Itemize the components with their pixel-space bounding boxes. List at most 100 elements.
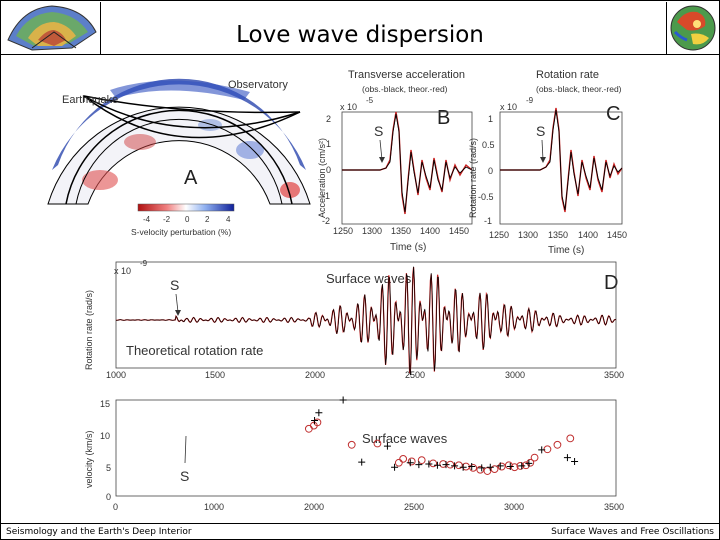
panel-b-exponent-base: x 10: [340, 102, 357, 112]
dispersion-point-plus: [406, 459, 414, 467]
panel-b-observed-trace: [342, 113, 473, 213]
panel-c-ylabel: Rotation rate (rad/s): [468, 138, 478, 218]
dispersion-point-circle: [454, 461, 463, 470]
dispersion-point-plus: [496, 462, 504, 470]
panel-c-ytick: 0: [488, 166, 493, 176]
panel-b-ytick: 2: [326, 114, 331, 124]
dispersion-point-circle: [526, 458, 535, 467]
panel-e-xtick: 2500: [404, 502, 424, 512]
dispersion-point-plus: [459, 463, 467, 471]
dispersion-point-circle: [553, 440, 562, 449]
dispersion-point-plus: [538, 446, 546, 454]
panel-b-exponent: -5: [366, 96, 374, 105]
panel-d-xtick: 1000: [106, 370, 126, 380]
dispersion-point-circle: [407, 457, 416, 466]
panel-b-ylabel: Acceleration (cm/s²): [317, 138, 327, 218]
panel-c-exponent: -9: [526, 96, 534, 105]
dispersion-point-plus: [486, 463, 494, 471]
dispersion-point-plus: [518, 462, 526, 470]
dispersion-point-circle: [510, 463, 519, 472]
panel-c-ytick: 0.5: [482, 140, 495, 150]
dispersion-point-circle: [417, 456, 426, 465]
panel-e-xtick: 3500: [604, 502, 624, 512]
dispersion-point-circle: [429, 459, 438, 468]
panel-c-ytick: 1: [488, 114, 493, 124]
earth-logo: [2, 2, 101, 54]
panel-d-ylabel: Rotation rate (rad/s): [84, 290, 94, 370]
panel-e-ytick: 5: [106, 463, 111, 473]
dispersion-point-plus: [478, 464, 486, 472]
panel-b-xlabel: Time (s): [390, 242, 426, 253]
globe-logo: [666, 2, 719, 54]
panel-d-seismogram: [115, 266, 617, 376]
dispersion-point-plus: [525, 459, 533, 467]
ray-path: [83, 95, 301, 139]
panel-d-letter: D: [604, 272, 618, 294]
panel-e-phase-label: S: [180, 468, 189, 484]
panel-b-letter: B: [437, 107, 450, 129]
panel-c-xtick: 1300: [518, 230, 538, 240]
dispersion-point-plus: [451, 462, 459, 470]
dispersion-point-circle: [543, 445, 552, 454]
panel-d-xtick: 3000: [505, 370, 525, 380]
earth-cutaway-icon: [7, 5, 97, 51]
panel-e-surface-label: Surface waves: [362, 431, 448, 446]
dispersion-point-circle: [469, 463, 478, 472]
dispersion-point-plus: [442, 461, 450, 469]
ray-path: [83, 95, 301, 129]
dispersion-point-circle: [394, 458, 403, 467]
panel-e-xtick: 1000: [204, 502, 224, 512]
panel-a: Earthquake Observatory A -4 -2 0 2 4 S-v…: [47, 78, 311, 237]
dispersion-point-plus: [315, 409, 323, 417]
panel-d-xtick: 2500: [405, 370, 425, 380]
observatory-label: Observatory: [228, 79, 288, 91]
panel-e-ytick: 15: [100, 399, 110, 409]
dispersion-scatter: [304, 396, 579, 475]
panel-c-ytick: -1: [484, 216, 492, 226]
dispersion-point-circle: [497, 462, 506, 471]
dispersion-point-circle: [504, 461, 513, 470]
dispersion-point-plus: [506, 463, 514, 471]
theoretical-rotation-label: Theoretical rotation rate: [126, 343, 263, 358]
dispersion-point-circle: [476, 465, 485, 474]
panel-c-exponent-base: x 10: [500, 102, 517, 112]
slide-title: Love wave dispersion: [236, 22, 484, 48]
panel-d-xtick: 3500: [604, 370, 624, 380]
panel-e-axes: [115, 399, 617, 497]
colorbar-tick: -4: [143, 215, 151, 224]
panel-c-letter: C: [606, 103, 620, 125]
dispersion-point-circle: [522, 461, 530, 470]
dispersion-point-plus: [383, 442, 391, 450]
panel-c-theoretical-trace: [500, 107, 623, 213]
panel-b-title: Transverse acceleration: [348, 69, 465, 81]
panel-d-axes: [115, 261, 617, 369]
dispersion-point-plus: [358, 458, 366, 466]
panel-b-ytick: 1: [326, 139, 331, 149]
footer-divider: [0, 523, 720, 524]
panel-b-ytick: 0: [326, 165, 331, 175]
dispersion-point-circle: [347, 440, 356, 449]
dispersion-point-plus: [339, 396, 347, 404]
header-divider: [0, 54, 720, 55]
panel-c-title: Rotation rate: [536, 69, 599, 81]
dispersion-point-plus: [468, 463, 476, 471]
panel-c-xtick: 1350: [548, 230, 568, 240]
panel-b-ytick: -2: [322, 216, 330, 226]
panel-b: Transverse acceleration (obs.-black, the…: [317, 69, 473, 253]
colorbar-label: S-velocity perturbation (%): [131, 227, 231, 237]
footer-course-title: Seismology and the Earth's Deep Interior: [6, 527, 192, 537]
panel-c: Rotation rate (obs.-black, theor.-red) x…: [468, 69, 627, 256]
panel-e-xtick: 2000: [304, 502, 324, 512]
panel-b-xtick: 1300: [362, 226, 382, 236]
panel-d-xtick: 2000: [305, 370, 325, 380]
colorbar-tick: 2: [205, 215, 210, 224]
dispersion-point-plus: [433, 461, 441, 469]
ray-path: [83, 95, 301, 114]
dispersion-point-plus: [415, 461, 423, 469]
panel-c-phase-label: S: [536, 123, 545, 139]
footer-section-title: Surface Waves and Free Oscillations: [551, 527, 714, 537]
panel-d-exponent-base: x 10: [114, 266, 131, 276]
panel-c-observed-trace: [500, 109, 623, 211]
panel-c-ytick: -0.5: [478, 192, 494, 202]
panel-d-exponent: -9: [140, 259, 148, 268]
